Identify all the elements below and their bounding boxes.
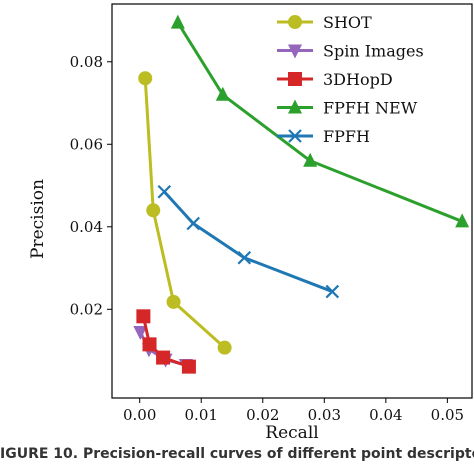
data-point-3dhopd-1 xyxy=(142,337,157,352)
legend-marker-3dhopd xyxy=(288,72,302,86)
series-line-shot xyxy=(143,78,226,349)
data-point-fpfh-0 xyxy=(157,184,172,199)
plot-frame xyxy=(111,3,473,399)
data-point-fpfh-1 xyxy=(186,216,201,231)
data-point-shot-2 xyxy=(166,294,181,309)
data-point-fpfh-3 xyxy=(325,284,340,299)
legend-marker-spin-images xyxy=(288,44,302,59)
figure-caption: IGURE 10. Precision-recall curves of dif… xyxy=(0,446,474,462)
data-point-3dhopd-0 xyxy=(136,309,151,324)
legend-marker-fpfh-stroke-b xyxy=(288,129,302,143)
data-point-fpfh-new-1 xyxy=(215,86,230,101)
data-point-fpfh-3-stroke-b xyxy=(325,284,340,299)
series-line-fpfh xyxy=(163,190,333,293)
legend-label-shot: SHOT xyxy=(323,13,372,32)
x-tick-label-4: 0.04 xyxy=(369,406,402,424)
x-tick-label-3: 0.03 xyxy=(308,406,341,424)
y-tick-label-2: 0.06 xyxy=(70,135,103,153)
legend-label-3dhopd: 3DHopD xyxy=(323,70,393,89)
data-point-shot-0 xyxy=(138,71,153,86)
data-point-3dhopd-2 xyxy=(156,350,171,365)
data-point-fpfh-0-stroke-b xyxy=(157,184,172,199)
data-point-shot-3 xyxy=(217,340,232,355)
x-tick-label-1: 0.01 xyxy=(185,406,218,424)
series-line-fpfh-new xyxy=(176,21,463,223)
x-tick-label-0: 0.00 xyxy=(123,406,156,424)
data-point-3dhopd-3 xyxy=(181,359,196,374)
x-tick-label-5: 0.05 xyxy=(431,406,464,424)
data-point-fpfh-1-stroke-b xyxy=(186,216,201,231)
data-point-fpfh-new-3 xyxy=(455,213,470,228)
data-point-shot-1 xyxy=(146,203,161,218)
legend-label-spin-images: Spin Images xyxy=(323,42,424,61)
y-tick-label-1: 0.04 xyxy=(70,218,103,236)
data-point-fpfh-2-stroke-b xyxy=(237,250,252,265)
data-point-fpfh-new-0 xyxy=(170,14,185,29)
legend-label-fpfh-new: FPFH NEW xyxy=(323,99,418,118)
legend-label-fpfh: FPFH xyxy=(323,127,370,146)
precision-recall-chart: 0.00 0.01 0.02 0.03 0.04 0.05 0.02 0.04 0.06 0.08… xyxy=(28,3,473,443)
y-tick-label-3: 0.08 xyxy=(70,53,103,71)
plot-layer xyxy=(133,14,470,374)
legend-marker-fpfh xyxy=(288,129,302,143)
data-point-spin-images-0 xyxy=(133,325,148,340)
legend: SHOT Spin Images 3DHopD FPFH NEW FPFH xyxy=(277,13,424,146)
y-axis-label: Precision xyxy=(28,179,48,259)
x-tick-label-2: 0.02 xyxy=(246,406,279,424)
x-axis-label: Recall xyxy=(265,423,318,443)
y-tick-label-0: 0.02 xyxy=(70,300,103,318)
axes-layer: 0.00 0.01 0.02 0.03 0.04 0.05 0.02 0.04 0.06 0.08 xyxy=(70,3,473,424)
data-point-fpfh-new-2 xyxy=(303,152,318,167)
legend-marker-shot xyxy=(288,15,302,29)
data-point-fpfh-2 xyxy=(237,250,252,265)
legend-marker-fpfh-new xyxy=(288,99,302,114)
